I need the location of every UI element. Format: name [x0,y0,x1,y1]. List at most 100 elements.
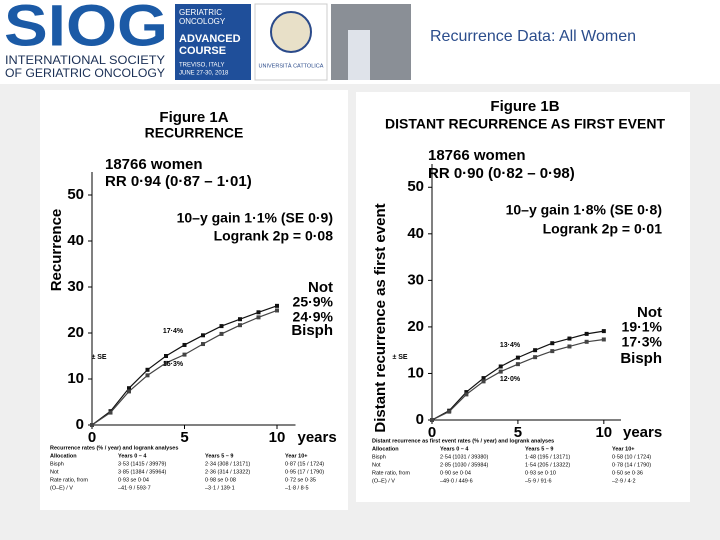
table-cell: 3·53 (1415 / 39979) [118,461,166,467]
table-cell: 2·54 (1031 / 39380) [440,454,488,460]
point [275,308,279,313]
annotation: Logrank 2p = 0·01 [543,221,663,237]
table-header: Years 5 – 9 [525,446,553,452]
table-cell: 0·93 se 0·10 [525,470,556,476]
point [164,354,168,358]
series-name: Bisph [291,322,333,339]
point [481,379,486,384]
annotation: 19·1% [622,319,663,335]
point [256,310,261,315]
table-cell: –1·8 / 8·5 [285,485,309,491]
table-cell: 2·36 (314 / 13322) [205,469,250,475]
table-cell: 0·93 se 0·04 [118,477,149,483]
chart-title: Figure 1A [159,109,228,126]
y-tick-label: 0 [416,411,424,428]
photo-figure [348,30,370,80]
course-text: JUNE 27-30, 2018 [179,71,229,77]
series-name: Bisph [620,350,662,367]
x-axis-label: years [623,424,662,441]
point [182,342,187,347]
point [515,355,520,360]
table-header: Years 0 – 4 [440,446,469,452]
y-tick-label: 0 [76,416,84,433]
course-text: COURSE [179,45,226,57]
x-tick-label: 10 [269,429,286,446]
point [550,349,555,354]
point [550,341,555,346]
point [601,329,606,334]
table-header: Years 0 – 4 [118,453,147,459]
table-cell: 1·54 (205 / 13322) [525,462,570,468]
point [601,337,606,342]
table-cell: 3·85 (1384 / 35964) [118,469,166,475]
point [584,331,589,336]
table-header: Year 10+ [612,446,634,452]
point [498,369,503,374]
point [238,323,242,328]
logo: SIOG [4,0,168,58]
y-tick-label: 40 [67,232,84,249]
point [90,423,94,427]
annotation: 18766 women [428,147,526,164]
y-tick-label: 10 [407,364,424,381]
table-cell: 0·95 (17 / 1790) [285,469,324,475]
x-axis-label: years [298,429,337,446]
point [584,339,589,344]
table-cell: 0·58 (10 / 1724) [612,454,651,460]
y-tick-label: 30 [67,278,84,295]
course-box [175,4,251,80]
course-text: ADVANCED [179,33,241,45]
point [533,348,538,353]
x-tick-label: 5 [180,429,188,446]
point [201,333,205,338]
table-title: Recurrence rates (% / year) and logrank … [50,445,178,451]
table-cell: 0·72 se 0·35 [285,477,316,483]
course-text: TREVISO, ITALY [179,63,224,69]
annotation: ± SE [91,354,106,361]
table-cell: Not [50,469,59,475]
annotation: 24·9% [293,309,334,325]
annotation: 10–y gain 1·8% (SE 0·8) [506,202,662,218]
point [447,409,452,414]
annotation: 17·4% [163,328,184,335]
point [145,373,150,378]
point [182,352,187,357]
annotation: RR 0·94 (0·87 – 1·01) [105,173,252,190]
y-axis-label: Distant recurrence as first event [372,203,389,432]
table-header: Allocation [372,446,399,452]
table-cell: Rate ratio, from [50,477,88,483]
table-cell: 1·48 (195 / 13171) [525,454,570,460]
point [567,344,572,349]
point [464,390,469,395]
table-cell: –3·1 / 139·1 [205,485,235,491]
y-axis-label: Recurrence [48,209,65,292]
table-cell: –2·9 / 4·2 [612,478,636,484]
x-tick-label: 10 [595,424,612,441]
x-tick-label: 5 [514,424,522,441]
point [567,336,572,341]
table-cell: –5·9 / 91·6 [525,478,552,484]
annotation: 18766 women [105,156,203,173]
annotation: RR 0·90 (0·82 – 0·98) [428,165,575,182]
crest [270,11,312,53]
table-cell: –49·0 / 449·6 [440,478,473,484]
point [127,386,131,391]
table-header: Year 10+ [285,453,307,459]
annotation: 25·9% [293,294,334,310]
point [145,367,150,372]
chart-title: Figure 1B [490,98,559,115]
point [533,355,538,360]
point [256,315,261,320]
point [481,376,486,381]
logo-text: INTERNATIONAL SOCIETY [5,55,165,67]
slide-title: Recurrence Data: All Women [430,28,636,45]
table-cell: 2·34 (308 / 13171) [205,461,250,467]
logo-text: OF GERIATRIC ONCOLOGY [5,68,165,80]
table-cell: Not [372,462,381,468]
y-tick-label: 30 [407,271,424,288]
annotation: 15·3% [163,361,184,368]
table-header: Allocation [50,453,77,459]
series-name: Not [637,304,662,321]
table-cell: Rate ratio, from [372,470,410,476]
